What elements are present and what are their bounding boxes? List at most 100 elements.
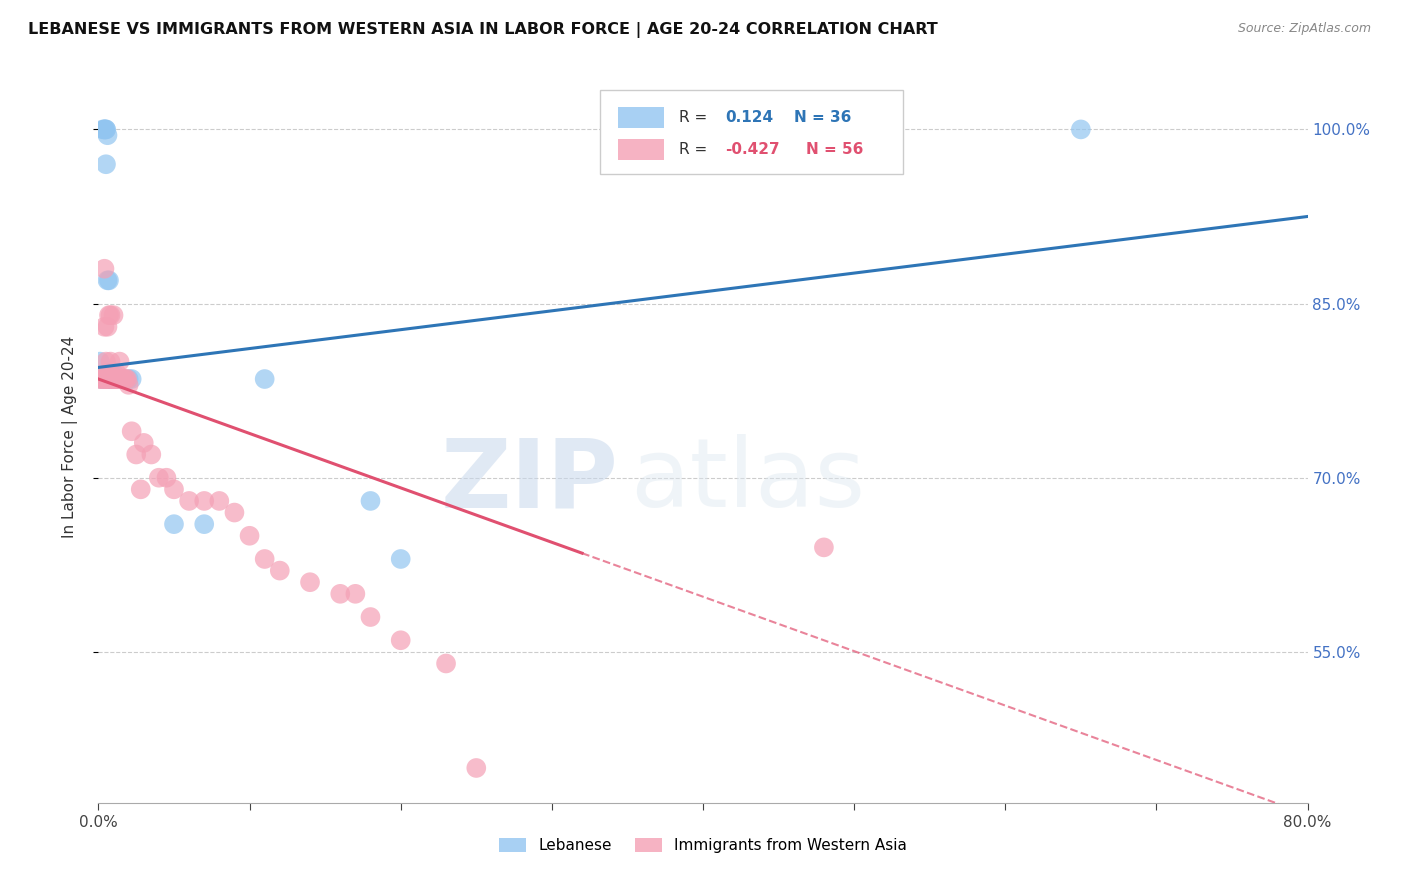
Point [163, 517, 186, 532]
Text: -0.427: -0.427 [724, 142, 779, 157]
Point [96, 319, 118, 334]
Point [93, 261, 115, 276]
Point [269, 564, 291, 578]
Point [107, 372, 129, 386]
Text: LEBANESE VS IMMIGRANTS FROM WESTERN ASIA IN LABOR FORCE | AGE 20-24 CORRELATION : LEBANESE VS IMMIGRANTS FROM WESTERN ASIA… [28, 22, 938, 38]
Text: 0.124: 0.124 [724, 110, 773, 125]
Point [103, 372, 125, 386]
Point [193, 494, 215, 508]
Point [132, 436, 155, 450]
Point [434, 657, 457, 671]
Point [94, 372, 117, 386]
Point [96, 372, 118, 386]
Point [103, 308, 125, 322]
Point [360, 610, 382, 624]
Point [98, 308, 121, 322]
Point [208, 494, 231, 508]
Point [96, 273, 118, 287]
Point [96, 366, 118, 380]
Point [94, 372, 117, 386]
Point [108, 354, 131, 368]
Point [105, 372, 128, 386]
Point [110, 372, 132, 386]
Point [94, 354, 117, 368]
Point [89, 354, 111, 368]
Point [253, 552, 276, 566]
Point [329, 587, 352, 601]
Point [90, 372, 112, 386]
Point [98, 372, 121, 386]
Text: N = 56: N = 56 [806, 142, 863, 157]
Text: R =: R = [679, 142, 711, 157]
Point [101, 372, 124, 386]
Bar [619, 107, 664, 128]
Point [103, 366, 125, 380]
Point [94, 122, 117, 136]
Point [101, 372, 124, 386]
Point [89, 372, 111, 386]
Point [100, 372, 122, 386]
Point [129, 483, 152, 497]
Point [101, 372, 124, 386]
Point [91, 122, 114, 136]
Point [465, 761, 488, 775]
Point [344, 587, 367, 601]
Point [96, 366, 118, 380]
Text: Source: ZipAtlas.com: Source: ZipAtlas.com [1237, 22, 1371, 36]
Point [1070, 122, 1092, 136]
Point [121, 424, 143, 438]
Point [813, 541, 835, 555]
Point [105, 366, 128, 380]
Point [105, 372, 128, 386]
Point [91, 372, 114, 386]
Point [110, 372, 132, 386]
Point [112, 372, 135, 386]
FancyBboxPatch shape [600, 90, 903, 174]
Point [299, 575, 322, 590]
Point [389, 552, 412, 566]
Point [103, 372, 125, 386]
Point [104, 372, 127, 386]
Point [96, 128, 118, 143]
Point [111, 372, 134, 386]
Point [98, 372, 121, 386]
Text: atlas: atlas [630, 434, 866, 527]
Point [125, 448, 148, 462]
Point [104, 372, 127, 386]
Point [107, 372, 129, 386]
Point [114, 372, 136, 386]
Text: N = 36: N = 36 [793, 110, 851, 125]
Point [253, 372, 276, 386]
Point [193, 517, 215, 532]
Point [91, 372, 114, 386]
Text: R =: R = [679, 110, 711, 125]
Point [118, 377, 141, 392]
Point [100, 366, 122, 380]
Point [98, 273, 121, 287]
Point [239, 529, 262, 543]
Point [148, 471, 170, 485]
Point [360, 494, 382, 508]
Point [163, 483, 186, 497]
Point [115, 372, 138, 386]
Point [121, 372, 143, 386]
Point [224, 506, 246, 520]
Point [90, 372, 112, 386]
Point [93, 122, 115, 136]
Point [111, 372, 134, 386]
Point [93, 122, 115, 136]
Point [107, 372, 129, 386]
Point [100, 308, 122, 322]
Text: ZIP: ZIP [440, 434, 619, 527]
Y-axis label: In Labor Force | Age 20-24: In Labor Force | Age 20-24 [62, 336, 77, 538]
Point [104, 372, 127, 386]
Point [389, 633, 412, 648]
Point [94, 157, 117, 171]
Point [104, 372, 127, 386]
Point [98, 372, 121, 386]
Point [101, 372, 124, 386]
Point [94, 122, 117, 136]
Legend: Lebanese, Immigrants from Western Asia: Lebanese, Immigrants from Western Asia [491, 830, 915, 861]
Point [141, 448, 163, 462]
Bar [619, 139, 664, 160]
